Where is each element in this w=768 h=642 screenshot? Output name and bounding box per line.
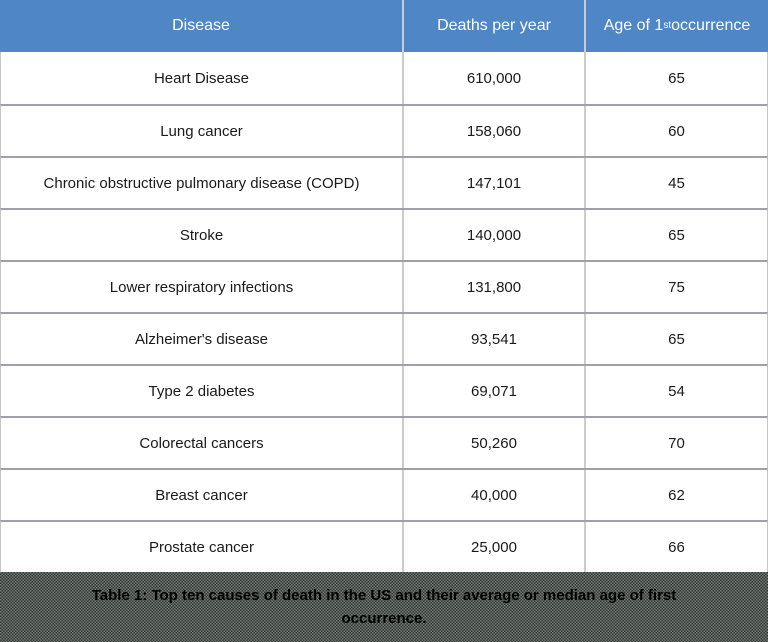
cell-disease: Breast cancer <box>1 470 404 520</box>
cell-age-of-first-occurrence: 45 <box>668 174 685 192</box>
cell-disease: Heart Disease <box>1 52 404 104</box>
table-row: Chronic obstructive pulmonary disease (C… <box>0 156 768 208</box>
cell-disease: Lung cancer <box>1 106 404 156</box>
cell-disease: Stroke <box>1 210 404 260</box>
cell-age-of-first-occurrence: 65 <box>668 226 685 244</box>
table-row: Lung cancer 158,060 60 <box>0 104 768 156</box>
cell-age-of-first-occurrence: 54 <box>668 382 685 400</box>
header-age-suffix: occurrence <box>671 17 751 34</box>
cell-age-of-first-occurrence: 62 <box>668 486 685 504</box>
table-row: Colorectal cancers 50,260 70 <box>0 416 768 468</box>
cell-disease: Chronic obstructive pulmonary disease (C… <box>1 158 404 208</box>
cell-deaths-per-year: 50,260 <box>404 418 586 468</box>
cell-deaths-per-year: 69,071 <box>404 366 586 416</box>
table-row: Lower respiratory infections 131,800 75 <box>0 260 768 312</box>
table-row: Prostate cancer 25,000 66 <box>0 520 768 572</box>
cell-deaths-per-year: 40,000 <box>404 470 586 520</box>
cell-age-of-first-occurrence: 75 <box>668 278 685 296</box>
header-cell-deaths-per-year: Deaths per year <box>404 0 586 52</box>
cell-deaths-per-year: 147,101 <box>404 158 586 208</box>
table-row: Heart Disease 610,000 65 <box>0 52 768 104</box>
cell-age-of-first-occurrence: 66 <box>668 538 685 556</box>
cell-deaths-per-year: 131,800 <box>404 262 586 312</box>
table-row: Stroke 140,000 65 <box>0 208 768 260</box>
cell-deaths-per-year: 140,000 <box>404 210 586 260</box>
table-row: Breast cancer 40,000 62 <box>0 468 768 520</box>
table-caption: Table 1: Top ten causes of death in the … <box>91 586 677 627</box>
cell-age-of-first-occurrence: 65 <box>668 330 685 348</box>
header-cell-disease: Disease <box>0 0 404 52</box>
cell-age-of-first-occurrence: 70 <box>668 434 685 452</box>
cell-disease: Prostate cancer <box>1 522 404 572</box>
cell-deaths-per-year: 158,060 <box>404 106 586 156</box>
cell-disease: Alzheimer's disease <box>1 314 404 364</box>
cell-disease: Colorectal cancers <box>1 418 404 468</box>
cell-deaths-per-year: 25,000 <box>404 522 586 572</box>
table-caption-band: Table 1: Top ten causes of death in the … <box>0 572 768 642</box>
cell-deaths-per-year: 610,000 <box>404 52 586 104</box>
cell-disease: Lower respiratory infections <box>1 262 404 312</box>
table-body: Heart Disease 610,000 65 Lung cancer 158,060… <box>0 52 768 572</box>
cell-age-of-first-occurrence: 65 <box>668 69 685 87</box>
cell-deaths-per-year: 93,541 <box>404 314 586 364</box>
cell-disease: Type 2 diabetes <box>1 366 404 416</box>
table-row: Alzheimer's disease 93,541 65 <box>0 312 768 364</box>
table-row: Type 2 diabetes 69,071 54 <box>0 364 768 416</box>
cell-age-of-first-occurrence: 60 <box>668 122 685 140</box>
header-age-prefix: Age of 1 <box>603 17 664 34</box>
